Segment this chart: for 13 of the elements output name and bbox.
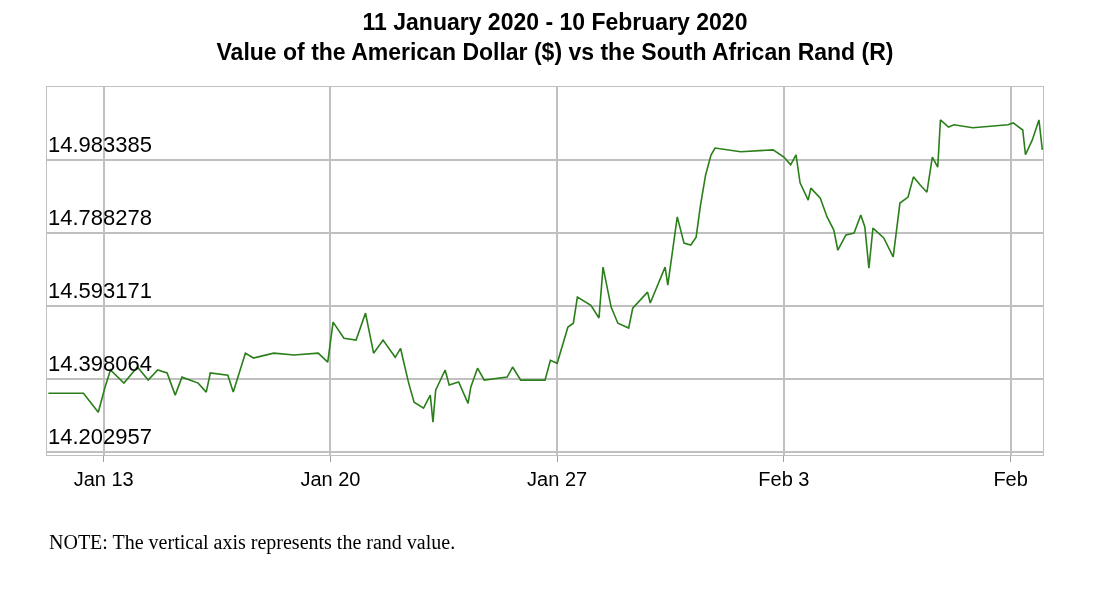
x-tick-label: Feb 3 bbox=[758, 468, 810, 490]
y-tick-label: 14.983385 bbox=[48, 132, 152, 158]
text: NOTE: The vertical axis represents the rand value. bbox=[49, 531, 456, 554]
y-tick-label: 14.593171 bbox=[48, 278, 152, 304]
x-tick-label: Feb bbox=[993, 468, 1028, 490]
chart-subtitle: Value of the American Dollar ($) vs the South African Rand (R) bbox=[216, 38, 894, 65]
y-tick-label: 14.202957 bbox=[48, 424, 152, 450]
y-tick-label: 14.788278 bbox=[48, 205, 152, 231]
x-tick-label: Jan 20 bbox=[300, 468, 361, 490]
chart-title: 11 January 2020 - 10 February 2020 bbox=[362, 8, 748, 35]
x-tick-label: Jan 27 bbox=[527, 468, 588, 490]
y-tick-label: 14.398064 bbox=[48, 351, 152, 377]
x-tick-label: Jan 13 bbox=[73, 468, 134, 490]
